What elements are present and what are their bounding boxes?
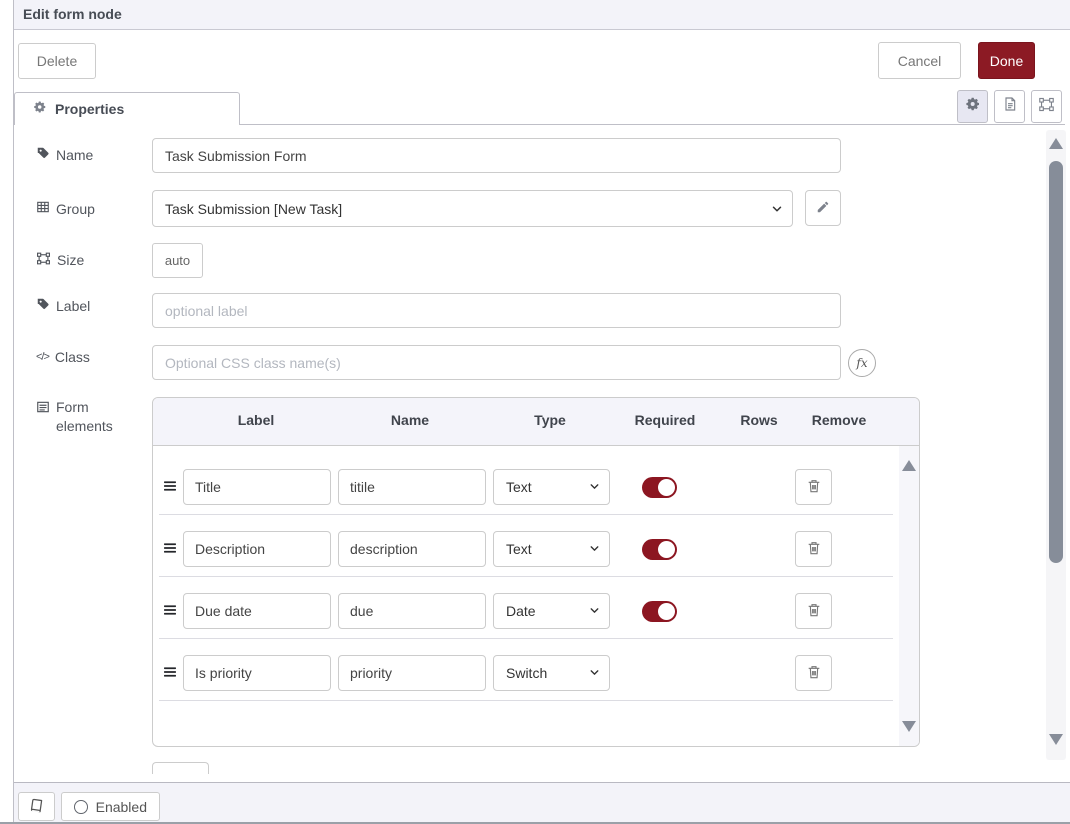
tabbar-divider <box>14 124 1065 125</box>
tag-icon <box>36 146 50 163</box>
dialog-footer: Enabled <box>14 782 1070 822</box>
enabled-circle-icon <box>74 799 88 814</box>
form-elements-table: Label Name Type Required Rows Remove Tex… <box>152 397 920 747</box>
add-element-button-partial[interactable] <box>152 762 209 774</box>
description-icon-button[interactable] <box>994 90 1025 123</box>
remove-element-button[interactable] <box>795 531 832 567</box>
trash-icon <box>806 540 822 559</box>
trash-icon <box>806 478 822 497</box>
element-type-select[interactable]: Date <box>493 593 610 629</box>
table-icon <box>36 200 50 217</box>
element-type-select[interactable]: Switch <box>493 655 610 691</box>
form-element-row: Date <box>159 577 893 639</box>
tab-properties[interactable]: Properties <box>14 92 240 125</box>
cancel-button[interactable]: Cancel <box>878 42 961 79</box>
column-header-label: Label <box>237 412 275 428</box>
element-name-input[interactable] <box>338 593 486 629</box>
remove-element-button[interactable] <box>795 469 832 505</box>
size-auto-button[interactable]: auto <box>152 243 203 278</box>
form-element-row: Switch <box>159 639 893 701</box>
expression-button[interactable]: fx <box>848 349 876 377</box>
appearance-icon-button[interactable] <box>1031 90 1062 123</box>
done-button[interactable]: Done <box>978 42 1035 79</box>
edit-group-button[interactable] <box>805 190 841 226</box>
class-field-label: </> Class <box>36 349 90 365</box>
enabled-toggle-button[interactable]: Enabled <box>61 792 160 821</box>
form-elements-list: Text Text <box>153 446 919 701</box>
node-info-button[interactable] <box>18 792 55 821</box>
form-elements-header: Label Name Type Required Rows Remove <box>153 398 919 446</box>
element-name-input[interactable] <box>338 531 486 567</box>
scroll-up-icon[interactable] <box>1049 138 1063 149</box>
delete-button[interactable]: Delete <box>18 43 96 79</box>
document-icon <box>1002 96 1018 117</box>
form-element-row: Text <box>159 446 893 515</box>
column-header-type: Type <box>534 412 566 428</box>
required-toggle-1[interactable] <box>642 539 677 560</box>
required-toggle-2[interactable] <box>642 601 677 622</box>
remove-element-button[interactable] <box>795 655 832 691</box>
element-type-select-control[interactable]: Text <box>493 469 610 505</box>
group-select-control[interactable]: Task Submission [New Task] <box>152 190 793 227</box>
dialog-header: Edit form node <box>14 0 1070 30</box>
remove-element-button[interactable] <box>795 593 832 629</box>
column-header-required: Required <box>634 412 696 428</box>
book-icon <box>29 798 44 816</box>
window-bottom-edge <box>0 822 1070 824</box>
drag-handle-icon[interactable] <box>162 602 178 623</box>
enabled-label: Enabled <box>95 798 147 815</box>
tray-left-edge <box>13 0 14 824</box>
scroll-down-icon[interactable] <box>902 721 916 732</box>
element-label-input[interactable] <box>183 593 331 629</box>
drag-handle-icon[interactable] <box>162 478 178 499</box>
required-toggle-0[interactable] <box>642 477 677 498</box>
group-select[interactable]: Task Submission [New Task] <box>152 190 793 227</box>
element-type-select[interactable]: Text <box>493 469 610 505</box>
object-group-icon <box>1038 96 1055 118</box>
name-field-label: Name <box>36 146 93 163</box>
element-type-select-control[interactable]: Switch <box>493 655 610 691</box>
trash-icon <box>806 602 822 621</box>
scrollbar-thumb[interactable] <box>1049 161 1063 563</box>
element-label-input[interactable] <box>183 655 331 691</box>
element-name-input[interactable] <box>338 655 486 691</box>
tab-properties-label: Properties <box>55 101 125 117</box>
element-label-input[interactable] <box>183 531 331 567</box>
element-type-select[interactable]: Text <box>493 531 610 567</box>
object-group-icon <box>36 251 51 269</box>
column-header-remove: Remove <box>811 412 867 428</box>
column-header-rows: Rows <box>740 412 778 428</box>
trash-icon <box>806 664 822 683</box>
column-header-name: Name <box>390 412 430 428</box>
label-input[interactable] <box>152 293 841 328</box>
tag-icon <box>36 297 50 314</box>
name-input[interactable] <box>152 138 841 173</box>
gear-icon <box>965 96 981 117</box>
code-icon: </> <box>36 351 50 363</box>
drag-handle-icon[interactable] <box>162 540 178 561</box>
fx-icon: fx <box>856 356 868 370</box>
form-icon <box>36 400 50 417</box>
size-field-label: Size <box>36 251 84 269</box>
form-elements-label: Form elements <box>36 398 136 436</box>
pencil-icon <box>816 200 830 217</box>
dialog-title: Edit form node <box>23 6 122 22</box>
element-type-select-control[interactable]: Date <box>493 593 610 629</box>
class-input[interactable] <box>152 345 841 380</box>
drag-handle-icon[interactable] <box>162 664 178 685</box>
gear-icon <box>33 100 47 119</box>
element-label-input[interactable] <box>183 469 331 505</box>
main-scrollbar[interactable] <box>1046 130 1066 760</box>
scroll-up-icon[interactable] <box>902 460 916 471</box>
element-type-select-control[interactable]: Text <box>493 531 610 567</box>
form-element-row: Text <box>159 515 893 577</box>
scroll-down-icon[interactable] <box>1049 734 1063 745</box>
label-field-label: Label <box>36 297 90 314</box>
properties-icon-button[interactable] <box>957 90 988 123</box>
group-field-label: Group <box>36 200 95 217</box>
table-scrollbar[interactable] <box>899 446 919 746</box>
element-name-input[interactable] <box>338 469 486 505</box>
